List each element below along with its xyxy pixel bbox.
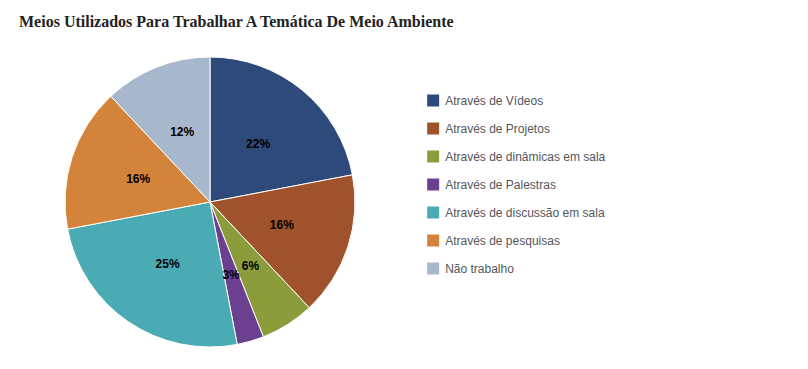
svg-text:12%: 12%	[170, 125, 194, 139]
svg-text:3%: 3%	[222, 268, 240, 282]
svg-text:25%: 25%	[156, 257, 180, 271]
svg-text:Através de discussão em sala: Através de discussão em sala	[445, 206, 605, 220]
svg-text:16%: 16%	[270, 218, 294, 232]
svg-text:Através de Palestras: Através de Palestras	[445, 178, 556, 192]
svg-text:Através de dinâmicas em sala: Através de dinâmicas em sala	[445, 150, 605, 164]
svg-text:Através de Vídeos: Através de Vídeos	[445, 94, 543, 108]
svg-text:6%: 6%	[242, 259, 260, 273]
svg-text:Através de pesquisas: Através de pesquisas	[445, 234, 560, 248]
svg-text:Meios Utilizados Para Trabalha: Meios Utilizados Para Trabalhar A Temáti…	[19, 13, 454, 30]
svg-text:16%: 16%	[126, 172, 150, 186]
svg-text:22%: 22%	[246, 137, 270, 151]
svg-text:Não trabalho: Não trabalho	[445, 262, 514, 276]
svg-text:Através de Projetos: Através de Projetos	[445, 122, 550, 136]
